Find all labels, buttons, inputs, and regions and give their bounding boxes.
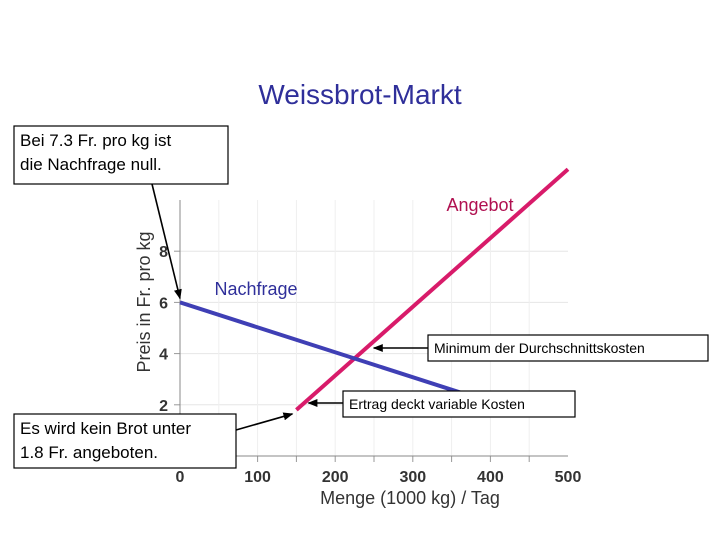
x-tick-label: 500	[555, 469, 582, 486]
x-tick-label: 200	[322, 469, 349, 486]
arrow-nachfrage-null	[151, 183, 182, 300]
annotation-ertrag: Ertrag deckt variable Kosten	[342, 390, 576, 418]
annotation-angebot-min-box	[13, 413, 237, 469]
y-axis-label: Preis in Fr. pro kg	[134, 231, 154, 372]
series-label-nachfrage: Nachfrage	[214, 279, 297, 299]
y-tick-label: 6	[159, 295, 168, 312]
annotation-nachfrage-null-box	[13, 125, 229, 185]
annotation-min-durchschnitt-text: Minimum der Durchschnittskosten	[434, 340, 645, 356]
x-tick-label: 300	[399, 469, 426, 486]
annotation-ertrag-text: Ertrag deckt variable Kosten	[349, 396, 525, 412]
x-tick-labels: 0 100 200 300 400 500	[176, 469, 582, 486]
arrow-angebot-min	[235, 412, 294, 431]
series-label-angebot: Angebot	[446, 195, 513, 215]
annotation-nachfrage-null: Bei 7.3 Fr. pro kg ist die Nachfrage null…	[13, 125, 229, 185]
x-tick-label: 100	[244, 469, 271, 486]
series-line-angebot	[295, 167, 570, 412]
annotation-angebot-min: Es wird kein Brot unter 1.8 Fr. angeboten…	[13, 413, 237, 469]
chart-title: Weissbrot-Markt	[258, 79, 462, 110]
x-tick-label: 0	[176, 469, 185, 486]
series-line-nachfrage	[179, 300, 484, 402]
y-tick-labels: 2 4 6 8	[159, 244, 168, 415]
axes	[174, 200, 568, 462]
annotation-nachfrage-null-text: Bei 7.3 Fr. pro kg ist	[20, 131, 171, 150]
y-tick-label: 4	[159, 347, 168, 364]
x-tick-label: 400	[477, 469, 504, 486]
annotations: Bei 7.3 Fr. pro kg ist die Nachfrage null…	[13, 125, 709, 469]
annotation-nachfrage-null-text: die Nachfrage null.	[20, 155, 162, 174]
series-labels: Angebot Nachfrage	[214, 195, 513, 299]
annotation-min-durchschnitt: Minimum der Durchschnittskosten	[427, 334, 709, 362]
series-layer	[179, 167, 570, 412]
annotation-ertrag-box	[342, 390, 576, 418]
annotation-angebot-min-text: 1.8 Fr. angeboten.	[20, 443, 158, 462]
x-axis-label: Menge (1000 kg) / Tag	[320, 488, 500, 508]
y-tick-label: 2	[159, 398, 168, 415]
y-tick-label: 8	[159, 244, 168, 261]
grid	[180, 200, 568, 456]
annotation-angebot-min-text: Es wird kein Brot unter	[20, 419, 191, 438]
